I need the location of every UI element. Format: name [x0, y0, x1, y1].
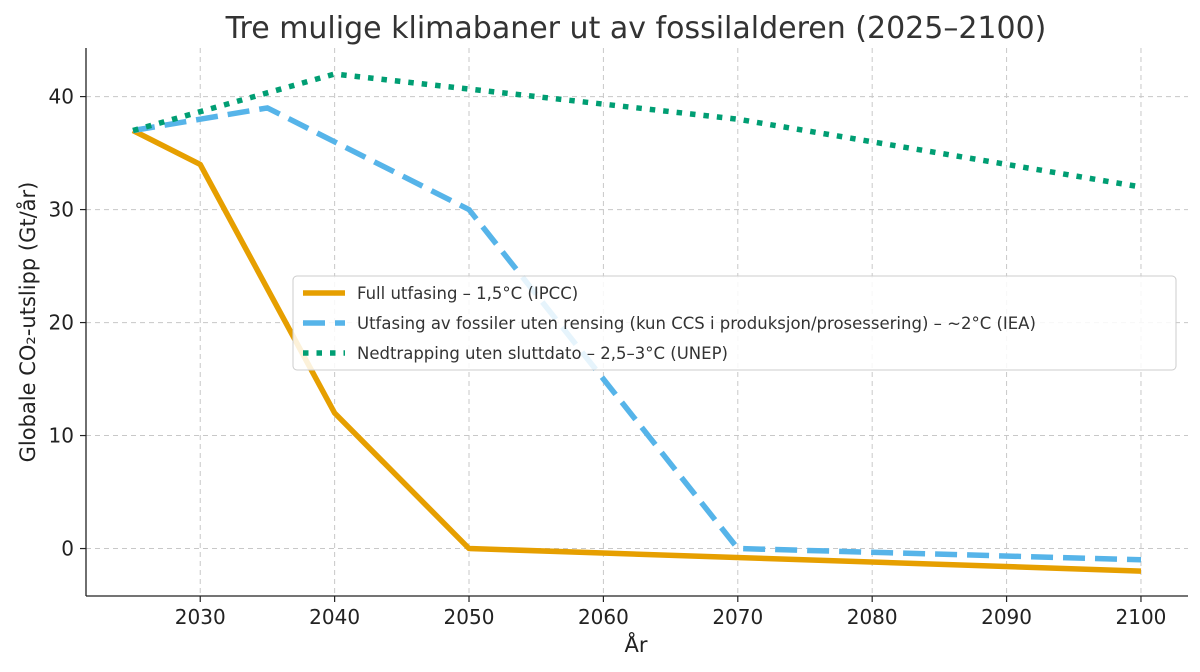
series-line-3 [132, 71, 1142, 190]
x-tick-label: 2090 [981, 605, 1032, 629]
ticks: 2030 2040 2050 2060 2070 2080 2090 210001020304… [49, 85, 1167, 629]
y-tick-label: 30 [49, 198, 74, 222]
series-line-1 [131, 128, 1142, 574]
legend-label-3: Nedtrapping uten sluttdato – 2,5–3°C (UN… [357, 344, 728, 363]
x-axis-label: År [625, 631, 648, 657]
legend-box [292, 275, 1177, 371]
legend-label-2: Utfasing av fossiler uten rensing (kun C… [357, 314, 1036, 333]
x-tick-label: 2050 [444, 605, 495, 629]
x-tick-label: 2070 [712, 605, 763, 629]
y-tick-label: 10 [49, 424, 74, 448]
legend-label-1: Full utfasing – 1,5°C (IPCC) [357, 284, 578, 303]
x-tick-label: 2040 [309, 605, 360, 629]
x-tick-label: 2100 [1116, 605, 1167, 629]
y-tick-label: 0 [61, 537, 74, 561]
y-tick-label: 20 [49, 311, 74, 335]
x-tick-label: 2030 [175, 605, 226, 629]
series-lines [131, 71, 1142, 574]
y-axis-label: Globale CO₂-utslipp (Gt/år) [15, 182, 40, 463]
legend: Full utfasing – 1,5°C (IPCC) Utfasing av … [292, 275, 1177, 371]
chart-title: Tre mulige klimabaner ut av fossilaldere… [225, 11, 1047, 46]
y-tick-label: 40 [49, 85, 74, 109]
x-tick-label: 2080 [847, 605, 898, 629]
x-tick-label: 2060 [578, 605, 629, 629]
series-line-2 [132, 105, 1142, 563]
